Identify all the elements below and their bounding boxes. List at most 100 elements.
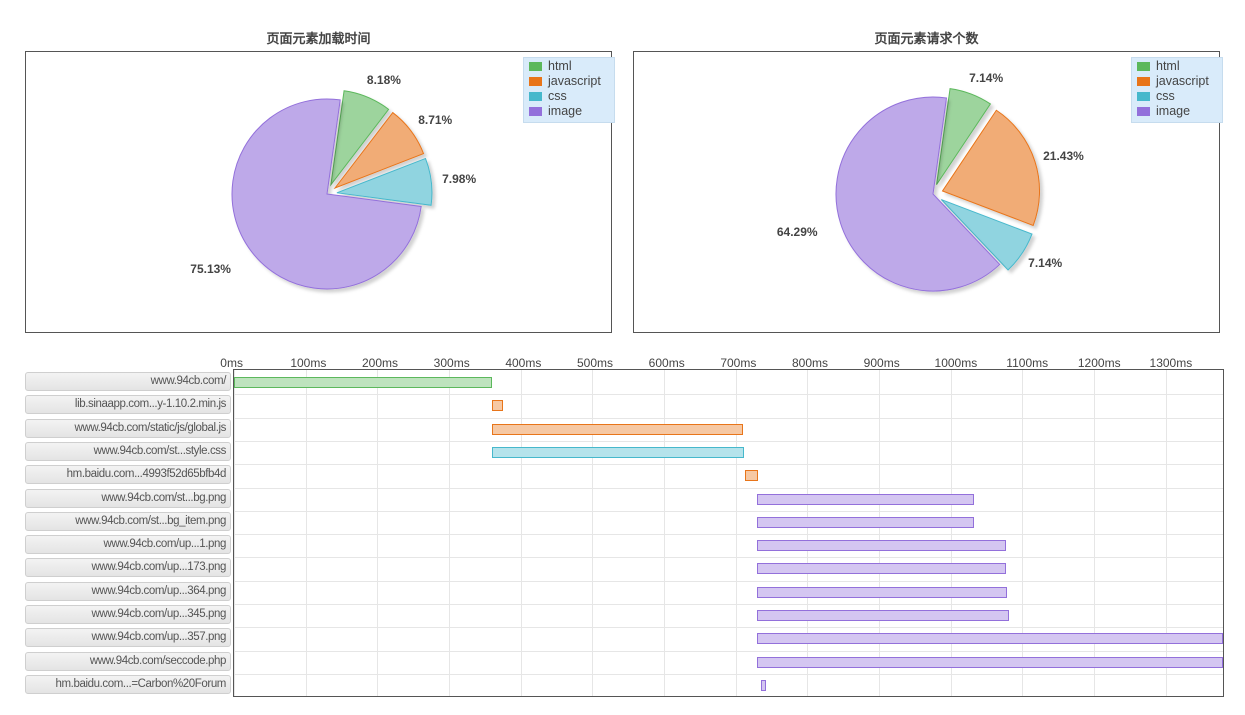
waterfall-bar-javascript — [744, 470, 758, 482]
pie-svg — [231, 90, 433, 290]
legend-label: html — [1156, 59, 1180, 73]
legend-item-css: css — [1137, 89, 1222, 104]
gridline-vertical — [305, 370, 307, 696]
legend-swatch-css — [529, 92, 542, 101]
gridline-horizontal — [234, 440, 1223, 442]
legend-label: javascript — [548, 74, 601, 88]
pie-slice-image — [835, 96, 1001, 292]
waterfall-bar-html — [234, 377, 492, 388]
resource-row-label: hm.baidu.com...=Carbon%20Forum — [25, 674, 231, 694]
pie-slice-html — [936, 88, 992, 185]
gridline-horizontal — [234, 557, 1223, 559]
gridline-vertical — [520, 370, 522, 696]
resource-row-label: www.94cb.com/st...bg.png — [25, 488, 231, 508]
gridline-horizontal — [234, 417, 1223, 419]
waterfall-bar-javascript — [492, 423, 743, 435]
waterfall-bar-image — [757, 586, 1007, 598]
legend-swatch-javascript — [529, 77, 542, 86]
gridline-horizontal — [234, 650, 1223, 652]
waterfall-bar-javascript — [492, 400, 504, 412]
legend-swatch-image — [1137, 107, 1150, 116]
legend-item-html: html — [529, 59, 614, 74]
resource-row-label: www.94cb.com/static/js/global.js — [25, 418, 231, 438]
resource-row-label: www.94cb.com/up...345.png — [25, 605, 231, 624]
x-tick-label: 1300ms — [1149, 356, 1193, 370]
legend-label: html — [548, 59, 572, 73]
pie-chart-request-count: html javascript css image 7.14% 21.43% 7.14% 6… — [633, 51, 1223, 333]
waterfall-bar-image — [757, 493, 974, 505]
legend-label: image — [548, 104, 583, 118]
pie-data-label-html: 8.18% — [366, 72, 401, 87]
pie-data-label-image: 75.13% — [190, 262, 231, 277]
x-tick-label: 300ms — [433, 356, 470, 370]
x-tick-label: 0ms — [220, 356, 243, 370]
legend-item-javascript: javascript — [1137, 74, 1222, 89]
waterfall-bar-image — [757, 516, 974, 528]
pie-data-label-html: 7.14% — [969, 71, 1004, 86]
gridline-horizontal — [234, 464, 1223, 466]
pie-slice-javascript — [941, 109, 1040, 227]
pie-title-load-time: 页面元素加载时间 — [266, 32, 371, 47]
gridline-vertical — [664, 370, 665, 696]
pie-slice-css — [336, 157, 433, 206]
legend: html javascript css image — [523, 57, 615, 123]
resource-row-label: www.94cb.com/st...style.css — [25, 441, 231, 461]
x-tick-label: 100ms — [290, 356, 327, 370]
pie-data-label-javascript: 21.43% — [1043, 149, 1084, 164]
pie-slice-css — [940, 199, 1033, 271]
legend-item-image: image — [1137, 104, 1222, 119]
x-tick-label: 800ms — [792, 356, 829, 370]
waterfall-bar-image — [757, 610, 1010, 621]
gridline-vertical — [879, 370, 880, 696]
waterfall-plot — [233, 369, 1224, 697]
legend-swatch-html — [529, 62, 542, 71]
gridline-horizontal — [234, 487, 1223, 489]
pie-slice-html — [330, 90, 390, 187]
waterfall-bar-image — [761, 679, 766, 691]
gridline-vertical — [234, 370, 235, 696]
resource-row-label: www.94cb.com/seccode.php — [25, 651, 231, 671]
legend-item-image: image — [529, 104, 614, 119]
resource-row-label: www.94cb.com/up...364.png — [25, 581, 231, 601]
resource-row-label: www.94cb.com/ — [25, 372, 231, 391]
resource-row-label: www.94cb.com/up...1.png — [25, 535, 231, 555]
x-tick-label: 400ms — [505, 356, 542, 370]
pie-data-label-css: 7.98% — [442, 172, 477, 187]
gridline-vertical — [1022, 370, 1024, 696]
waterfall-bar-image — [757, 656, 1223, 668]
gridline-vertical — [592, 370, 594, 696]
pie-data-label-image: 64.29% — [776, 224, 818, 239]
gridline-horizontal — [234, 627, 1223, 629]
gridline-horizontal — [234, 604, 1223, 605]
resource-row-label: www.94cb.com/up...173.png — [25, 558, 231, 578]
legend: html javascript css image — [1131, 57, 1223, 123]
legend-item-css: css — [529, 89, 614, 104]
resource-row-label: hm.baidu.com...4993f52d65bfb4d — [25, 465, 231, 485]
pie-data-label-css: 7.14% — [1028, 255, 1063, 270]
legend-swatch-html — [1137, 62, 1150, 71]
legend-swatch-css — [1137, 92, 1150, 101]
legend-item-javascript: javascript — [529, 74, 614, 89]
x-tick-label: 700ms — [720, 356, 757, 370]
gridline-vertical — [950, 370, 952, 696]
gridline-horizontal — [234, 673, 1223, 675]
x-tick-label: 600ms — [648, 356, 685, 370]
x-tick-label: 1000ms — [934, 356, 978, 370]
legend-swatch-javascript — [1137, 77, 1150, 86]
legend-swatch-image — [529, 107, 542, 116]
gridline-vertical — [377, 370, 379, 696]
waterfall-bar-image — [757, 540, 1006, 552]
gridline-vertical — [1094, 370, 1095, 696]
legend-item-html: html — [1137, 59, 1222, 74]
pie-title-request-count: 页面元素请求个数 — [874, 32, 979, 47]
x-tick-label: 900ms — [863, 356, 900, 370]
waterfall-bar-image — [757, 633, 1223, 645]
resource-row-label: www.94cb.com/up...357.png — [25, 628, 231, 648]
x-tick-label: 500ms — [577, 356, 614, 370]
gridline-horizontal — [234, 580, 1223, 582]
x-tick-label: 1200ms — [1077, 356, 1121, 370]
gridline-horizontal — [234, 510, 1223, 512]
gridline-horizontal — [234, 534, 1223, 536]
gridline-vertical — [449, 370, 450, 696]
waterfall-bar-image — [757, 563, 1006, 575]
